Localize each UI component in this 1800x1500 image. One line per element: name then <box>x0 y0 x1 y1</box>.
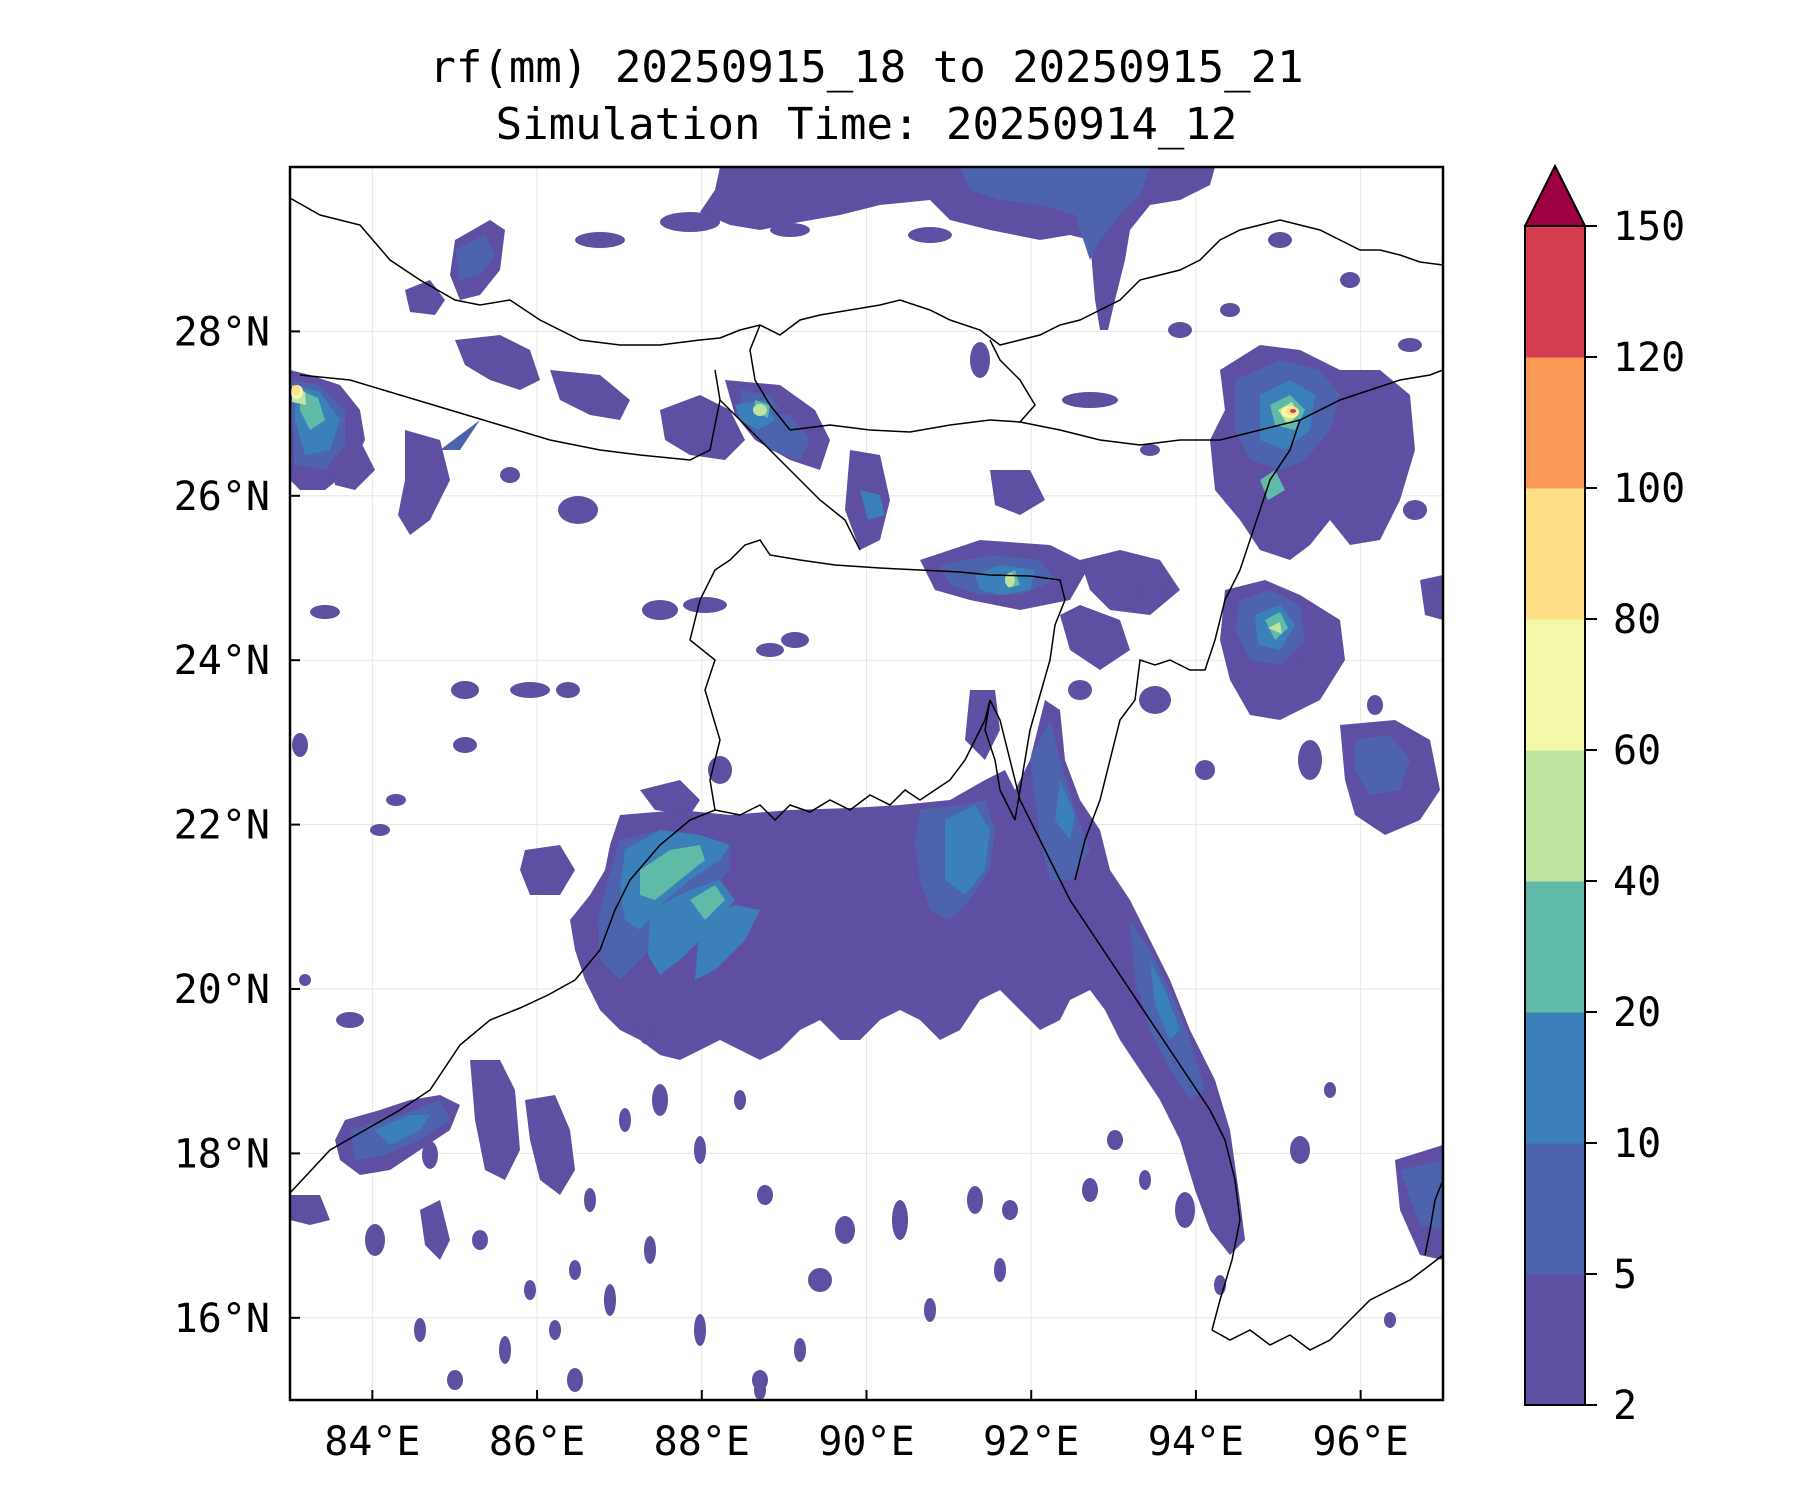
nepal-border <box>299 369 721 461</box>
himalaya-border <box>290 197 1443 346</box>
bangladesh-border <box>689 539 1066 821</box>
colorbar: 2 5 10 20 40 60 80 100 120 150 <box>1523 163 1685 1429</box>
x-tick-label: 84°E <box>324 1419 420 1465</box>
rainfall-shading-120-150mm <box>1290 409 1296 413</box>
y-tick-label: 16°N <box>174 1296 270 1342</box>
colorbar-tick-label: 2 <box>1613 1383 1637 1429</box>
map-axis-ticks: 84°E 86°E 88°E 90°E 92°E 94°E 96°E 16°N 18°N 20°N… <box>174 309 1409 1465</box>
x-tick-label: 86°E <box>489 1419 585 1465</box>
colorbar-tick-label: 20 <box>1613 990 1661 1036</box>
y-tick-label: 24°N <box>174 638 270 684</box>
colorbar-segment <box>1525 881 1585 1013</box>
bhutan-border <box>789 339 1036 433</box>
colorbar-tick-label: 80 <box>1613 597 1661 643</box>
myanmar-delta-coast <box>1211 1254 1443 1351</box>
y-tick-label: 26°N <box>174 474 270 520</box>
coastlines-and-borders <box>290 197 1443 1351</box>
colorbar-tick-label: 60 <box>1613 728 1661 774</box>
colorbar-segment <box>1525 1012 1585 1144</box>
colorbar-segment <box>1525 488 1585 620</box>
colorbar-tick-label: 120 <box>1613 335 1685 381</box>
colorbar-segment <box>1525 1274 1585 1406</box>
colorbar-tick-label: 40 <box>1613 859 1661 905</box>
map-title-line2: Simulation Time: 20250914_12 <box>495 99 1238 150</box>
colorbar-frame <box>1524 225 1586 1406</box>
colorbar-tick-label: 10 <box>1613 1121 1661 1167</box>
colorbar-segment <box>1525 226 1585 358</box>
sikkim-border <box>749 324 791 431</box>
rainfall-shading-scattered-cells <box>292 212 1443 1400</box>
x-tick-label: 96°E <box>1312 1419 1408 1465</box>
y-tick-label: 18°N <box>174 1131 270 1177</box>
colorbar-tick-label: 100 <box>1613 466 1685 512</box>
x-tick-label: 92°E <box>983 1419 1079 1465</box>
x-tick-label: 94°E <box>1148 1419 1244 1465</box>
colorbar-segment <box>1525 1143 1585 1275</box>
y-tick-label: 28°N <box>174 309 270 355</box>
map-plot-area <box>290 167 1443 1400</box>
y-tick-label: 22°N <box>174 803 270 849</box>
x-tick-label: 90°E <box>818 1419 914 1465</box>
thailand-coast <box>1424 1179 1443 1256</box>
colorbar-extend-arrow <box>1523 163 1587 227</box>
colorbar-tick-label: 150 <box>1613 204 1685 250</box>
siliguri-border <box>719 399 861 551</box>
colorbar-segment <box>1525 750 1585 882</box>
tripura-border <box>984 699 1016 821</box>
sundarbans-coast <box>714 699 991 822</box>
northeast-border <box>1019 369 1443 446</box>
myanmar-border <box>1074 419 1301 881</box>
colorbar-segment <box>1525 619 1585 751</box>
map-title-line1: rf(mm) 20250915_18 to 20250915_21 <box>429 42 1304 93</box>
x-tick-label: 88°E <box>654 1419 750 1465</box>
coastline-west <box>290 809 716 1194</box>
y-tick-label: 20°N <box>174 967 270 1013</box>
coastline-east <box>989 699 1241 1331</box>
colorbar-segment <box>1525 357 1585 489</box>
colorbar-tick-label: 5 <box>1613 1252 1637 1298</box>
